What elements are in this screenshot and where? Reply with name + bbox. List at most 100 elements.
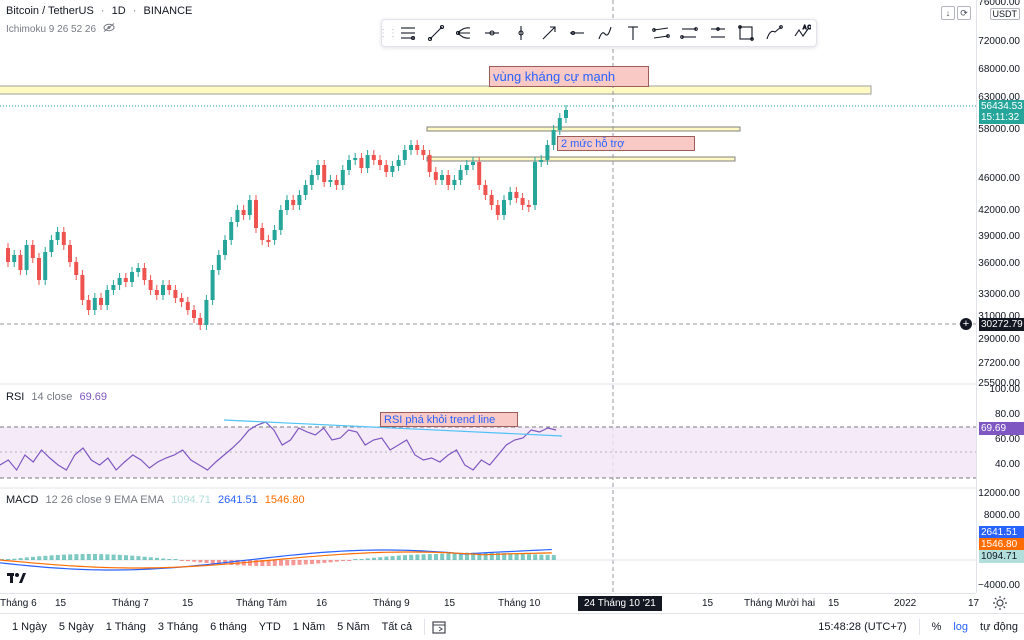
resistance-zone (0, 85, 872, 95)
path-icon[interactable] (760, 20, 788, 46)
candle-body (68, 245, 72, 262)
candle-body (539, 160, 544, 162)
macd-histogram-bar (446, 553, 451, 560)
resistance-annotation[interactable]: vùng kháng cự mạnh (489, 66, 649, 87)
crosshair-price-badge: 30272.79 (979, 318, 1024, 331)
rsi-label[interactable]: RSI (6, 391, 25, 403)
auto-toggle[interactable]: tự động (980, 621, 1018, 633)
candle-body (446, 175, 451, 185)
settings-gear-icon[interactable] (992, 595, 1008, 611)
support-annotation[interactable]: 2 mức hỗ trợ (557, 136, 695, 151)
refresh-icon[interactable]: ⟳ (957, 6, 971, 20)
abcd-pattern-icon[interactable]: A C (788, 20, 816, 46)
macd-histogram-bar (359, 559, 364, 560)
candle-body (24, 245, 29, 270)
chart-area[interactable]: Bitcoin / TetherUS · 1D · BINANCE Ichimo… (0, 0, 976, 593)
candle-body (130, 272, 134, 282)
rsi-value: 69.69 (79, 391, 107, 403)
candle-body (433, 172, 438, 180)
macd-histogram-bar (43, 555, 48, 560)
flat-channel-icon[interactable] (675, 20, 703, 46)
candle-body (545, 145, 550, 160)
brush-icon[interactable] (591, 20, 619, 46)
rsi-value-badge: 69.69 (979, 422, 1024, 435)
candle-body (278, 210, 283, 230)
range-button[interactable]: 1 Ngày (12, 621, 47, 633)
macd-hist-value: 1094.71 (171, 494, 211, 506)
macd-histogram-bar (353, 559, 358, 560)
text-icon[interactable] (619, 20, 647, 46)
macd-histogram-bar (148, 557, 153, 560)
candle-body (49, 240, 54, 252)
macd-histogram-bar (117, 554, 122, 560)
clock-display[interactable]: 15:48:28 (UTC+7) (818, 621, 907, 633)
macd-histogram-bar (471, 552, 476, 560)
chart-canvas[interactable] (0, 0, 976, 593)
candle-body (18, 255, 23, 270)
range-button[interactable]: 1 Năm (292, 621, 326, 633)
rsi-legend: RSI 14 close 69.69 (6, 391, 111, 403)
symbol-name[interactable]: Bitcoin / TetherUS (6, 5, 94, 17)
goto-date-icon[interactable] (431, 619, 447, 635)
range-button[interactable]: 6 tháng (210, 621, 247, 633)
candle-body (514, 192, 519, 198)
rsi-annotation[interactable]: RSI phá khỏi trend line (380, 412, 518, 427)
divider (424, 619, 426, 635)
tradingview-logo[interactable] (6, 570, 28, 586)
scroll-down-icon[interactable]: ↓ (941, 6, 955, 20)
time-label: 2022 (894, 598, 917, 609)
price-axis[interactable]: ↓ ⟳ USDT 76000.00 72000.00 68000.00 63000.0… (941, 0, 1024, 593)
time-axis[interactable]: Tháng 6 15 Tháng 7 15 Tháng Tám 16 Tháng 9 15 Th… (0, 593, 1007, 613)
eye-icon[interactable] (103, 23, 115, 35)
macd-histogram-bar (285, 560, 290, 566)
rsi-tick: 60.00 (994, 434, 1020, 445)
horizontal-lines-icon[interactable] (394, 20, 422, 46)
horizontal-line-icon[interactable] (563, 20, 591, 46)
interval-label[interactable]: 1D (111, 5, 126, 17)
log-toggle[interactable]: log (953, 621, 969, 633)
indicator-label[interactable]: Ichimoku 9 26 52 26 (6, 24, 97, 35)
candle-body (390, 166, 395, 172)
macd-label[interactable]: MACD (6, 494, 39, 506)
parallel-channel-icon[interactable] (647, 20, 675, 46)
rectangle-icon[interactable] (732, 20, 760, 46)
candle-body (477, 162, 482, 185)
range-button[interactable]: 5 Ngày (58, 621, 94, 633)
candle-body (384, 165, 389, 172)
candle-body (216, 255, 221, 270)
candle-body (340, 170, 345, 185)
macd-histogram-bar (111, 554, 116, 560)
macd-histogram-bar (434, 554, 438, 560)
macd-histogram-bar (6, 559, 11, 560)
vertical-channels-icon[interactable] (704, 20, 732, 46)
range-button[interactable]: 1 Tháng (105, 621, 146, 633)
drag-handle-icon[interactable]: ⋮⋮ (378, 27, 398, 39)
candle-body (297, 195, 302, 205)
candle-body (148, 280, 153, 290)
macd-histogram-bar (186, 560, 190, 562)
range-button[interactable]: Tất cả (381, 621, 413, 633)
macd-histogram-bar (365, 558, 370, 560)
macd-histogram-bar (167, 559, 172, 560)
percent-toggle[interactable]: % (931, 621, 942, 633)
candle-body (322, 165, 327, 182)
arrow-icon[interactable] (535, 20, 563, 46)
macd-histogram-bar (74, 554, 79, 560)
crosshair-plus-icon[interactable]: + (960, 318, 972, 330)
support-zone (426, 126, 741, 132)
range-button[interactable]: 5 Năm (337, 621, 370, 633)
support-zone (426, 156, 736, 162)
time-label: 16 (316, 598, 328, 609)
currency-label[interactable]: USDT (989, 8, 1020, 20)
candle-body (37, 258, 41, 280)
pitchfork-icon[interactable] (450, 20, 478, 46)
macd-histogram-bar (254, 560, 259, 566)
range-button[interactable]: 3 Tháng (157, 621, 199, 633)
candle-body (247, 200, 252, 215)
range-button[interactable]: YTD (258, 621, 281, 633)
trend-line-icon[interactable] (422, 20, 450, 46)
macd-histogram-bar (409, 554, 414, 560)
vertical-line-icon[interactable] (507, 20, 535, 46)
horizontal-ray-icon[interactable] (478, 20, 506, 46)
candle-body (440, 175, 444, 180)
